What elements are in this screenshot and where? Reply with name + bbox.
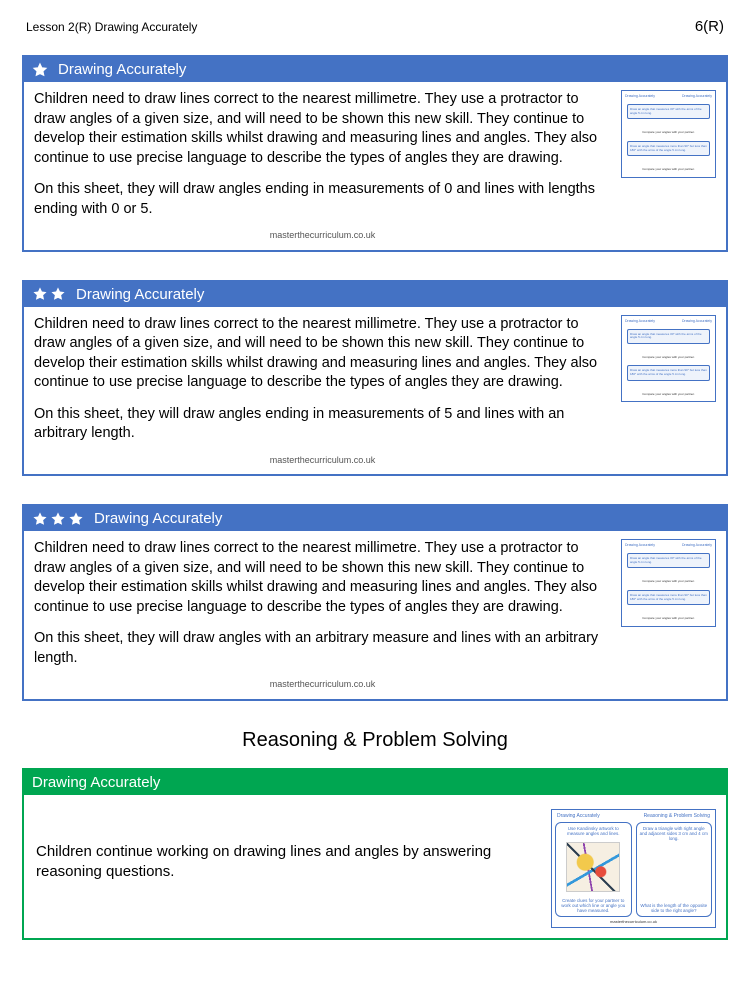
worksheet-thumbnail-reasoning: Drawing Accurately Reasoning & Problem S… (551, 809, 716, 928)
page-number: 6(R) (695, 18, 724, 35)
card-text: Children need to draw lines correct to t… (34, 90, 611, 246)
card-title: Drawing Accurately (94, 510, 222, 527)
card-header: Drawing Accurately (24, 57, 726, 82)
card-header: Drawing Accurately (24, 506, 726, 531)
card-para-1: Children need to draw lines correct to t… (34, 90, 611, 168)
kandinsky-art-icon (566, 842, 620, 892)
section-heading: Reasoning & Problem Solving (22, 729, 728, 752)
page-header: Lesson 2(R) Drawing Accurately 6(R) (26, 18, 724, 35)
card-para-1: Children need to draw lines correct to t… (34, 315, 611, 393)
card-text: Children continue working on drawing lin… (36, 842, 541, 895)
star-icon (32, 511, 48, 527)
card-title: Drawing Accurately (58, 61, 186, 78)
lesson-title: Lesson 2(R) Drawing Accurately (26, 20, 197, 34)
card-text: Children need to draw lines correct to t… (34, 315, 611, 471)
card-para-2: On this sheet, they will draw angles wit… (34, 629, 611, 668)
star-rating-2 (32, 286, 66, 302)
watermark: masterthecurriculum.co.uk (34, 454, 611, 466)
star-rating-1 (32, 62, 48, 78)
card-para-2: On this sheet, they will draw angles end… (34, 180, 611, 219)
star-icon (68, 511, 84, 527)
star-icon (50, 286, 66, 302)
card-para-2: On this sheet, they will draw angles end… (34, 405, 611, 444)
card-level-3: Drawing Accurately Children need to draw… (22, 504, 728, 701)
star-icon (50, 511, 66, 527)
card-header: Drawing Accurately (24, 770, 726, 795)
card-title: Drawing Accurately (32, 774, 160, 791)
card-level-2: Drawing Accurately Children need to draw… (22, 280, 728, 477)
card-level-1: Drawing Accurately Children need to draw… (22, 55, 728, 252)
worksheet-thumbnail: Drawing AccuratelyDrawing Accurately Dra… (621, 90, 716, 178)
card-body: Children need to draw lines correct to t… (24, 531, 726, 699)
card-body: Children continue working on drawing lin… (24, 795, 726, 938)
card-body: Children need to draw lines correct to t… (24, 82, 726, 250)
star-icon (32, 286, 48, 302)
watermark: masterthecurriculum.co.uk (34, 229, 611, 241)
card-text: Children need to draw lines correct to t… (34, 539, 611, 695)
card-reasoning: Drawing Accurately Children continue wor… (22, 768, 728, 940)
star-rating-3 (32, 511, 84, 527)
worksheet-thumbnail: Drawing AccuratelyDrawing Accurately Dra… (621, 315, 716, 403)
card-header: Drawing Accurately (24, 282, 726, 307)
card-title: Drawing Accurately (76, 286, 204, 303)
watermark: masterthecurriculum.co.uk (34, 678, 611, 690)
card-body: Children need to draw lines correct to t… (24, 307, 726, 475)
worksheet-thumbnail: Drawing AccuratelyDrawing Accurately Dra… (621, 539, 716, 627)
star-icon (32, 62, 48, 78)
card-para-1: Children continue working on drawing lin… (36, 842, 541, 883)
card-para-1: Children need to draw lines correct to t… (34, 539, 611, 617)
